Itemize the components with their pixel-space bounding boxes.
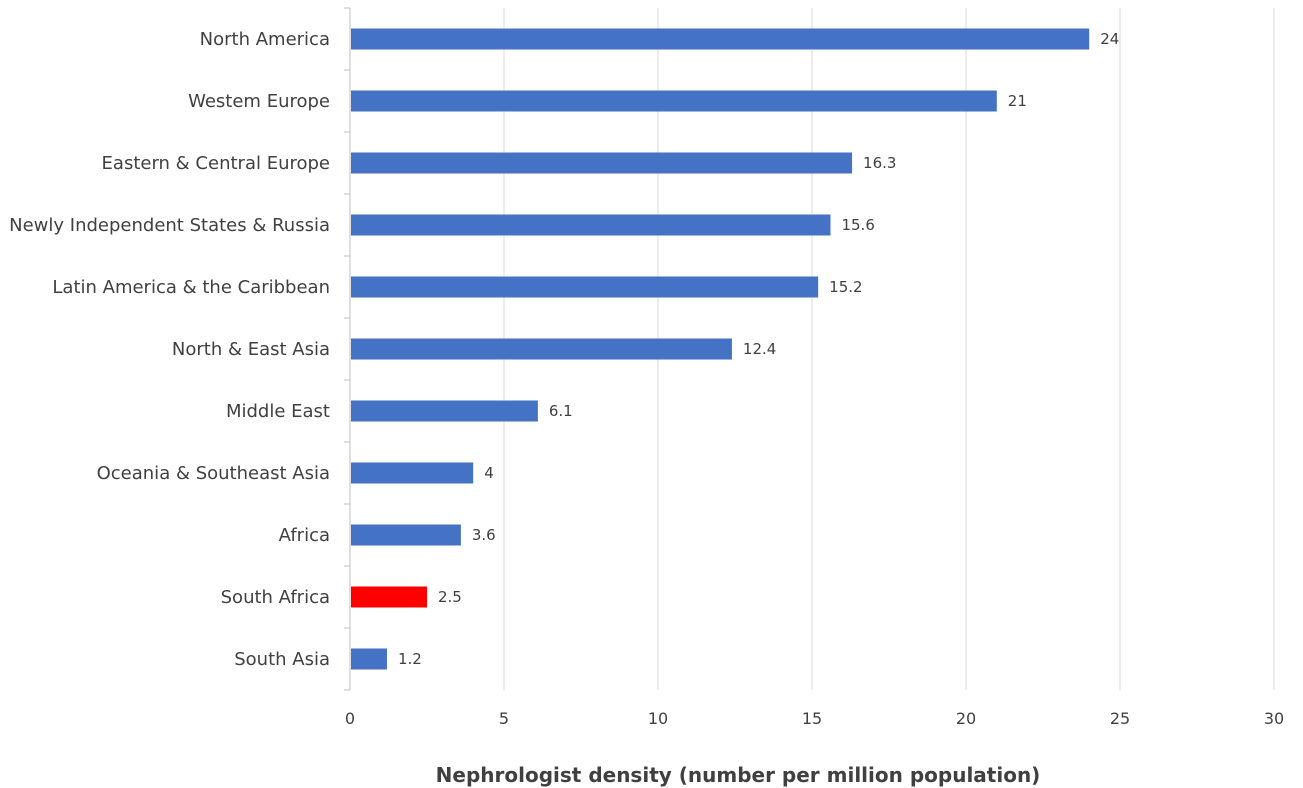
- x-tick-label: 20: [956, 709, 976, 728]
- category-label: Newly Independent States & Russia: [9, 215, 330, 236]
- category-label: Oceania & Southeast Asia: [97, 463, 330, 484]
- bar: [351, 338, 732, 360]
- data-label: 16.3: [863, 154, 896, 172]
- bar: [351, 214, 831, 236]
- category-label: North & East Asia: [172, 339, 330, 360]
- category-label: Westem Europe: [188, 91, 330, 112]
- category-label: Latin America & the Caribbean: [52, 277, 330, 298]
- bar: [351, 648, 387, 670]
- category-label: South Asia: [234, 649, 330, 670]
- category-label: Africa: [279, 525, 330, 546]
- bar: [351, 28, 1090, 50]
- x-tick-label: 10: [648, 709, 668, 728]
- x-tick-label: 15: [802, 709, 822, 728]
- bars: [351, 28, 1090, 670]
- category-label: South Africa: [221, 587, 330, 608]
- bar: [351, 524, 461, 546]
- x-tick-label: 0: [345, 709, 355, 728]
- data-label: 12.4: [743, 340, 776, 358]
- data-label: 1.2: [398, 650, 422, 668]
- bar: [351, 400, 538, 422]
- data-label: 3.6: [472, 526, 496, 544]
- data-label: 2.5: [438, 588, 462, 606]
- x-axis-title: Nephrologist density (number per million…: [436, 763, 1041, 787]
- data-label: 4: [484, 464, 494, 482]
- data-label: 6.1: [549, 402, 573, 420]
- x-tick-label: 30: [1264, 709, 1284, 728]
- bar: [351, 276, 819, 298]
- data-label: 21: [1008, 92, 1027, 110]
- y-axis: [344, 7, 351, 691]
- category-label: Eastern & Central Europe: [102, 153, 330, 174]
- x-tick-label: 25: [1110, 709, 1130, 728]
- x-tick-label: 5: [499, 709, 509, 728]
- data-label: 24: [1100, 30, 1119, 48]
- data-label: 15.6: [841, 216, 874, 234]
- data-label: 15.2: [829, 278, 862, 296]
- labels: 0 5 10 15 20 25 30 North America 24 Westem Europe…: [9, 29, 1284, 728]
- gridlines: [503, 8, 1275, 690]
- category-label: North America: [200, 29, 330, 50]
- bar: [351, 152, 853, 174]
- bar: [351, 586, 427, 608]
- bar: [351, 462, 474, 484]
- category-label: Middle East: [226, 401, 330, 422]
- bar: [351, 90, 997, 112]
